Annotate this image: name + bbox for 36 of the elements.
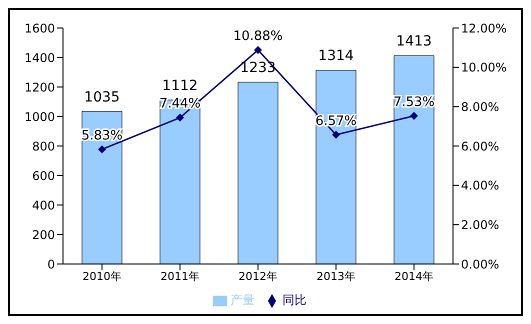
point [98, 145, 106, 154]
y-tick-label: 0 [47, 257, 55, 272]
x-tick-label: 2014年 [394, 270, 434, 283]
point [176, 114, 184, 122]
data-label: 1112 [162, 78, 198, 94]
point [254, 46, 262, 54]
y-tick-label: 400 [32, 198, 55, 212]
y2-tick-label: 0.00% [461, 257, 500, 272]
data-label: 1413 [396, 34, 432, 50]
data-label: 1233 [240, 60, 276, 76]
y2-tick-label: 4.00% [461, 178, 500, 193]
x-tick-label: 2010年 [82, 270, 122, 283]
legend-label: 同比 [282, 293, 306, 307]
y-tick-label: 200 [32, 228, 55, 242]
y-tick-label: 1400 [24, 50, 55, 65]
point [410, 112, 418, 120]
y-tick-label: 600 [32, 168, 55, 183]
data-label: 1035 [84, 89, 120, 106]
y-tick-label: 1000 [24, 110, 55, 124]
y2-tick-label: 2.00% [461, 218, 500, 232]
y2-tick-label: 10.00% [461, 60, 507, 75]
data-label: 10.88% [233, 29, 283, 44]
legend-label: 产量 [230, 293, 254, 307]
data-label: 1314 [318, 48, 354, 64]
y2-tick-label: 6.00% [461, 139, 500, 154]
y-tick-label: 800 [32, 139, 55, 154]
y-tick-label: 1600 [24, 21, 55, 36]
x-tick-label: 2012年 [238, 270, 278, 283]
y2-tick-label: 12.00% [461, 21, 507, 36]
data-label: 7.53% [393, 94, 435, 110]
point [332, 130, 340, 139]
y-tick-label: 1200 [24, 80, 55, 94]
x-tick-label: 2013年 [316, 270, 356, 283]
y2-tick-label: 8.00% [461, 100, 500, 114]
x-tick-label: 2011年 [160, 270, 200, 283]
data-label: 5.83% [81, 128, 123, 144]
